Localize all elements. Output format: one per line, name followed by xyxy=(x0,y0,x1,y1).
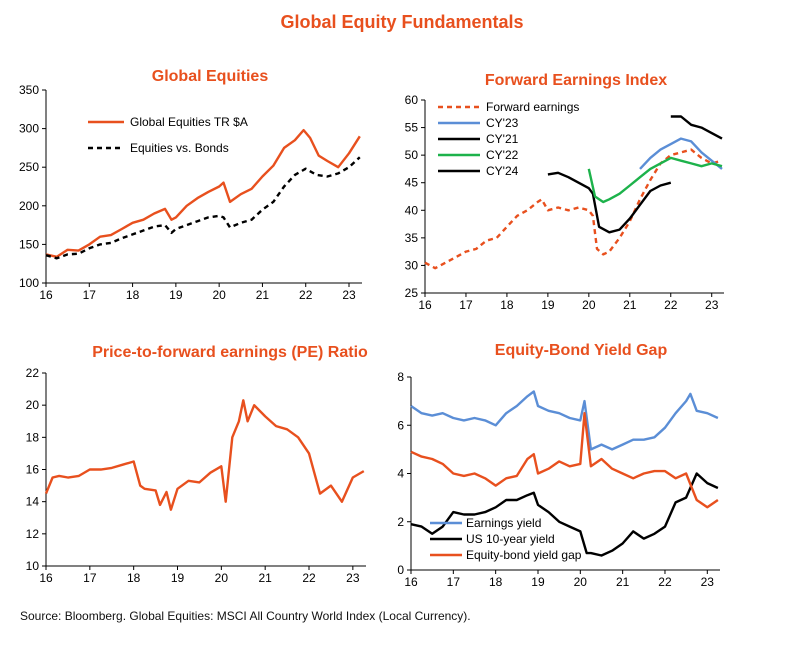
y-tick-label: 350 xyxy=(19,83,39,97)
x-tick-label: 16 xyxy=(39,288,53,302)
x-tick-label: 20 xyxy=(212,288,226,302)
x-tick-label: 22 xyxy=(658,575,672,589)
x-tick-label: 18 xyxy=(126,288,140,302)
chart-3-series-1-line xyxy=(410,472,719,557)
x-tick-label: 17 xyxy=(447,575,461,589)
chart-1-legend-label-0: Forward earnings xyxy=(486,100,579,114)
chart-3-legend-label-1: US 10-year yield xyxy=(466,532,555,546)
y-tick-label: 50 xyxy=(405,148,419,162)
y-tick-label: 22 xyxy=(26,366,40,380)
x-tick-label: 16 xyxy=(418,298,432,312)
chart-1-series-2-line xyxy=(547,171,672,234)
chart-3-legend-label-0: Earnings yield xyxy=(466,516,541,530)
y-tick-label: 4 xyxy=(397,467,404,481)
chart-1-legend-label-1: CY'23 xyxy=(486,116,519,130)
x-tick-label: 20 xyxy=(215,571,229,585)
chart-0-series-0-line xyxy=(45,128,361,258)
x-tick-label: 18 xyxy=(489,575,503,589)
y-tick-label: 45 xyxy=(405,176,419,190)
y-tick-label: 200 xyxy=(19,199,39,213)
x-tick-label: 18 xyxy=(500,298,514,312)
y-tick-label: 35 xyxy=(405,231,419,245)
y-tick-label: 18 xyxy=(26,430,40,444)
page-title: Global Equity Fundamentals xyxy=(280,12,524,32)
chart-title-forward-earnings: Forward Earnings Index xyxy=(484,72,668,89)
x-tick-label: 21 xyxy=(256,288,270,302)
chart-1-legend-label-2: CY'21 xyxy=(486,132,519,146)
x-tick-label: 23 xyxy=(342,288,356,302)
x-tick-label: 23 xyxy=(705,298,719,312)
y-tick-label: 20 xyxy=(26,398,40,412)
y-tick-label: 30 xyxy=(405,258,419,272)
chart-1-legend-label-3: CY'22 xyxy=(486,148,519,162)
chart-3-series-0-line xyxy=(410,390,719,451)
chart-1-series-4-line xyxy=(670,115,723,140)
y-tick-label: 2 xyxy=(397,515,404,529)
x-tick-label: 23 xyxy=(701,575,715,589)
y-tick-label: 25 xyxy=(405,286,419,300)
x-tick-label: 19 xyxy=(169,288,183,302)
x-tick-label: 19 xyxy=(541,298,555,312)
y-tick-label: 40 xyxy=(405,203,419,217)
y-tick-label: 14 xyxy=(26,495,40,509)
y-tick-label: 10 xyxy=(26,559,40,573)
chart-3-legend-label-2: Equity-bond yield gap xyxy=(466,548,582,562)
x-tick-label: 18 xyxy=(127,571,141,585)
x-tick-label: 22 xyxy=(299,288,313,302)
chart-1-series-3-line xyxy=(587,156,723,204)
x-tick-label: 21 xyxy=(616,575,630,589)
x-tick-label: 19 xyxy=(171,571,185,585)
y-tick-label: 60 xyxy=(405,93,419,107)
y-tick-label: 300 xyxy=(19,122,39,136)
chart-2-series-0-line xyxy=(44,399,365,511)
chart-title-global-equities: Global Equities xyxy=(151,68,269,85)
chart-0-legend-label-0: Global Equities TR $A xyxy=(130,115,248,129)
x-tick-label: 23 xyxy=(346,571,360,585)
x-tick-label: 22 xyxy=(664,298,678,312)
y-tick-label: 100 xyxy=(19,276,39,290)
x-tick-label: 16 xyxy=(39,571,53,585)
chart-title-yield-gap: Equity-Bond Yield Gap xyxy=(494,342,668,359)
y-tick-label: 0 xyxy=(397,563,404,577)
x-tick-label: 21 xyxy=(258,571,272,585)
chart-1-series-0-line xyxy=(424,148,723,270)
x-tick-label: 21 xyxy=(623,298,637,312)
y-tick-label: 6 xyxy=(397,418,404,432)
source-note: Source: Bloomberg. Global Equities: MSCI… xyxy=(20,609,471,623)
chart-0-series-1-line xyxy=(45,156,361,260)
chart-title-pe-ratio: Price-to-forward earnings (PE) Ratio xyxy=(92,344,368,361)
chart-3-series-2-line xyxy=(410,412,719,509)
x-tick-label: 16 xyxy=(404,575,418,589)
chart-1-legend-label-4: CY'24 xyxy=(486,164,519,178)
x-tick-label: 20 xyxy=(574,575,588,589)
y-tick-label: 150 xyxy=(19,237,39,251)
x-tick-label: 22 xyxy=(302,571,316,585)
y-tick-label: 16 xyxy=(26,463,40,477)
y-tick-label: 12 xyxy=(26,527,40,541)
y-tick-label: 250 xyxy=(19,160,39,174)
x-tick-label: 19 xyxy=(531,575,545,589)
x-tick-label: 17 xyxy=(83,288,97,302)
chart-0-legend-label-1: Equities vs. Bonds xyxy=(130,141,229,155)
y-tick-label: 8 xyxy=(397,370,404,384)
x-tick-label: 17 xyxy=(459,298,473,312)
chart-1-series-1-line xyxy=(639,137,723,170)
y-tick-label: 55 xyxy=(405,121,419,135)
x-tick-label: 20 xyxy=(582,298,596,312)
x-tick-label: 17 xyxy=(83,571,97,585)
